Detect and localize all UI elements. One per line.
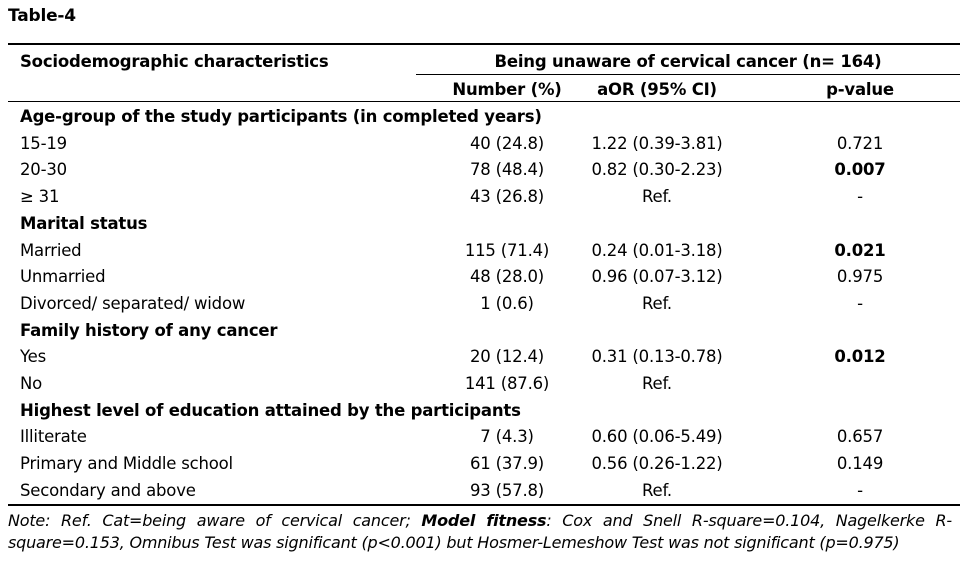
row-label: 15-19: [20, 134, 67, 153]
row-label: ≥ 31: [20, 187, 60, 206]
section-heading: Highest level of education attained by t…: [20, 401, 521, 420]
top-rule: [8, 43, 960, 45]
section-heading: Age-group of the study participants (in …: [20, 107, 542, 126]
row-label: Illiterate: [20, 427, 87, 446]
cell-number: 48 (28.0): [469, 267, 545, 286]
bottom-rule: [8, 504, 960, 506]
cell-aor: 0.56 (0.26-1.22): [591, 454, 723, 473]
header-characteristics: Sociodemographic characteristics: [20, 52, 329, 71]
subheader-rule: [416, 74, 960, 75]
row-label: Primary and Middle school: [20, 454, 233, 473]
section-heading: Family history of any cancer: [20, 321, 278, 340]
row-label: Unmarried: [20, 267, 106, 286]
cell-pvalue: 0.012: [834, 347, 886, 366]
cell-pvalue: 0.721: [836, 134, 884, 153]
header-aor: aOR (95% CI): [597, 80, 717, 99]
table-note: Note: Ref. Cat=being aware of cervical c…: [8, 510, 952, 554]
cell-aor: 1.22 (0.39-3.81): [591, 134, 723, 153]
cell-number: 93 (57.8): [469, 481, 545, 500]
row-label: Yes: [20, 347, 47, 366]
cell-pvalue: 0.007: [834, 160, 886, 179]
cell-aor: 0.60 (0.06-5.49): [591, 427, 723, 446]
row-label: Married: [20, 241, 82, 260]
note-prefix: Note: Ref. Cat=being aware of cervical c…: [8, 511, 422, 530]
cell-pvalue: -: [857, 481, 863, 500]
cell-aor: 0.24 (0.01-3.18): [591, 241, 723, 260]
cell-aor: Ref.: [642, 374, 672, 393]
header-group: Being unaware of cervical cancer (n= 164…: [494, 52, 882, 71]
cell-aor: 0.82 (0.30-2.23): [591, 160, 723, 179]
cell-number: 61 (37.9): [469, 454, 545, 473]
note-suffix: : Cox and Snell R-square=0.104, Nagelker…: [8, 511, 952, 552]
table-title: Table-4: [8, 6, 76, 26]
header-number: Number (%): [452, 80, 562, 99]
cell-number: 141 (87.6): [464, 374, 550, 393]
section-heading: Marital status: [20, 214, 148, 233]
cell-aor: Ref.: [642, 187, 672, 206]
row-label: Secondary and above: [20, 481, 196, 500]
cell-pvalue: 0.149: [836, 454, 884, 473]
cell-pvalue: -: [857, 294, 863, 313]
cell-number: 40 (24.8): [469, 134, 545, 153]
note-bold: Model fitness: [421, 511, 547, 530]
cell-number: 1 (0.6): [480, 294, 534, 313]
cell-pvalue: 0.975: [836, 267, 884, 286]
header-rule: [8, 101, 960, 102]
cell-aor: Ref.: [642, 294, 672, 313]
cell-aor: 0.31 (0.13-0.78): [591, 347, 723, 366]
cell-pvalue: -: [857, 187, 863, 206]
row-label: Divorced/ separated/ widow: [20, 294, 246, 313]
cell-aor: 0.96 (0.07-3.12): [591, 267, 723, 286]
row-label: No: [20, 374, 43, 393]
cell-number: 7 (4.3): [480, 427, 534, 446]
row-label: 20-30: [20, 160, 67, 179]
header-pvalue: p-value: [826, 80, 894, 99]
cell-pvalue: 0.657: [836, 427, 884, 446]
cell-number: 115 (71.4): [464, 241, 550, 260]
cell-aor: Ref.: [642, 481, 672, 500]
cell-number: 43 (26.8): [469, 187, 545, 206]
cell-pvalue: 0.021: [834, 241, 886, 260]
cell-number: 20 (12.4): [469, 347, 545, 366]
cell-number: 78 (48.4): [469, 160, 545, 179]
